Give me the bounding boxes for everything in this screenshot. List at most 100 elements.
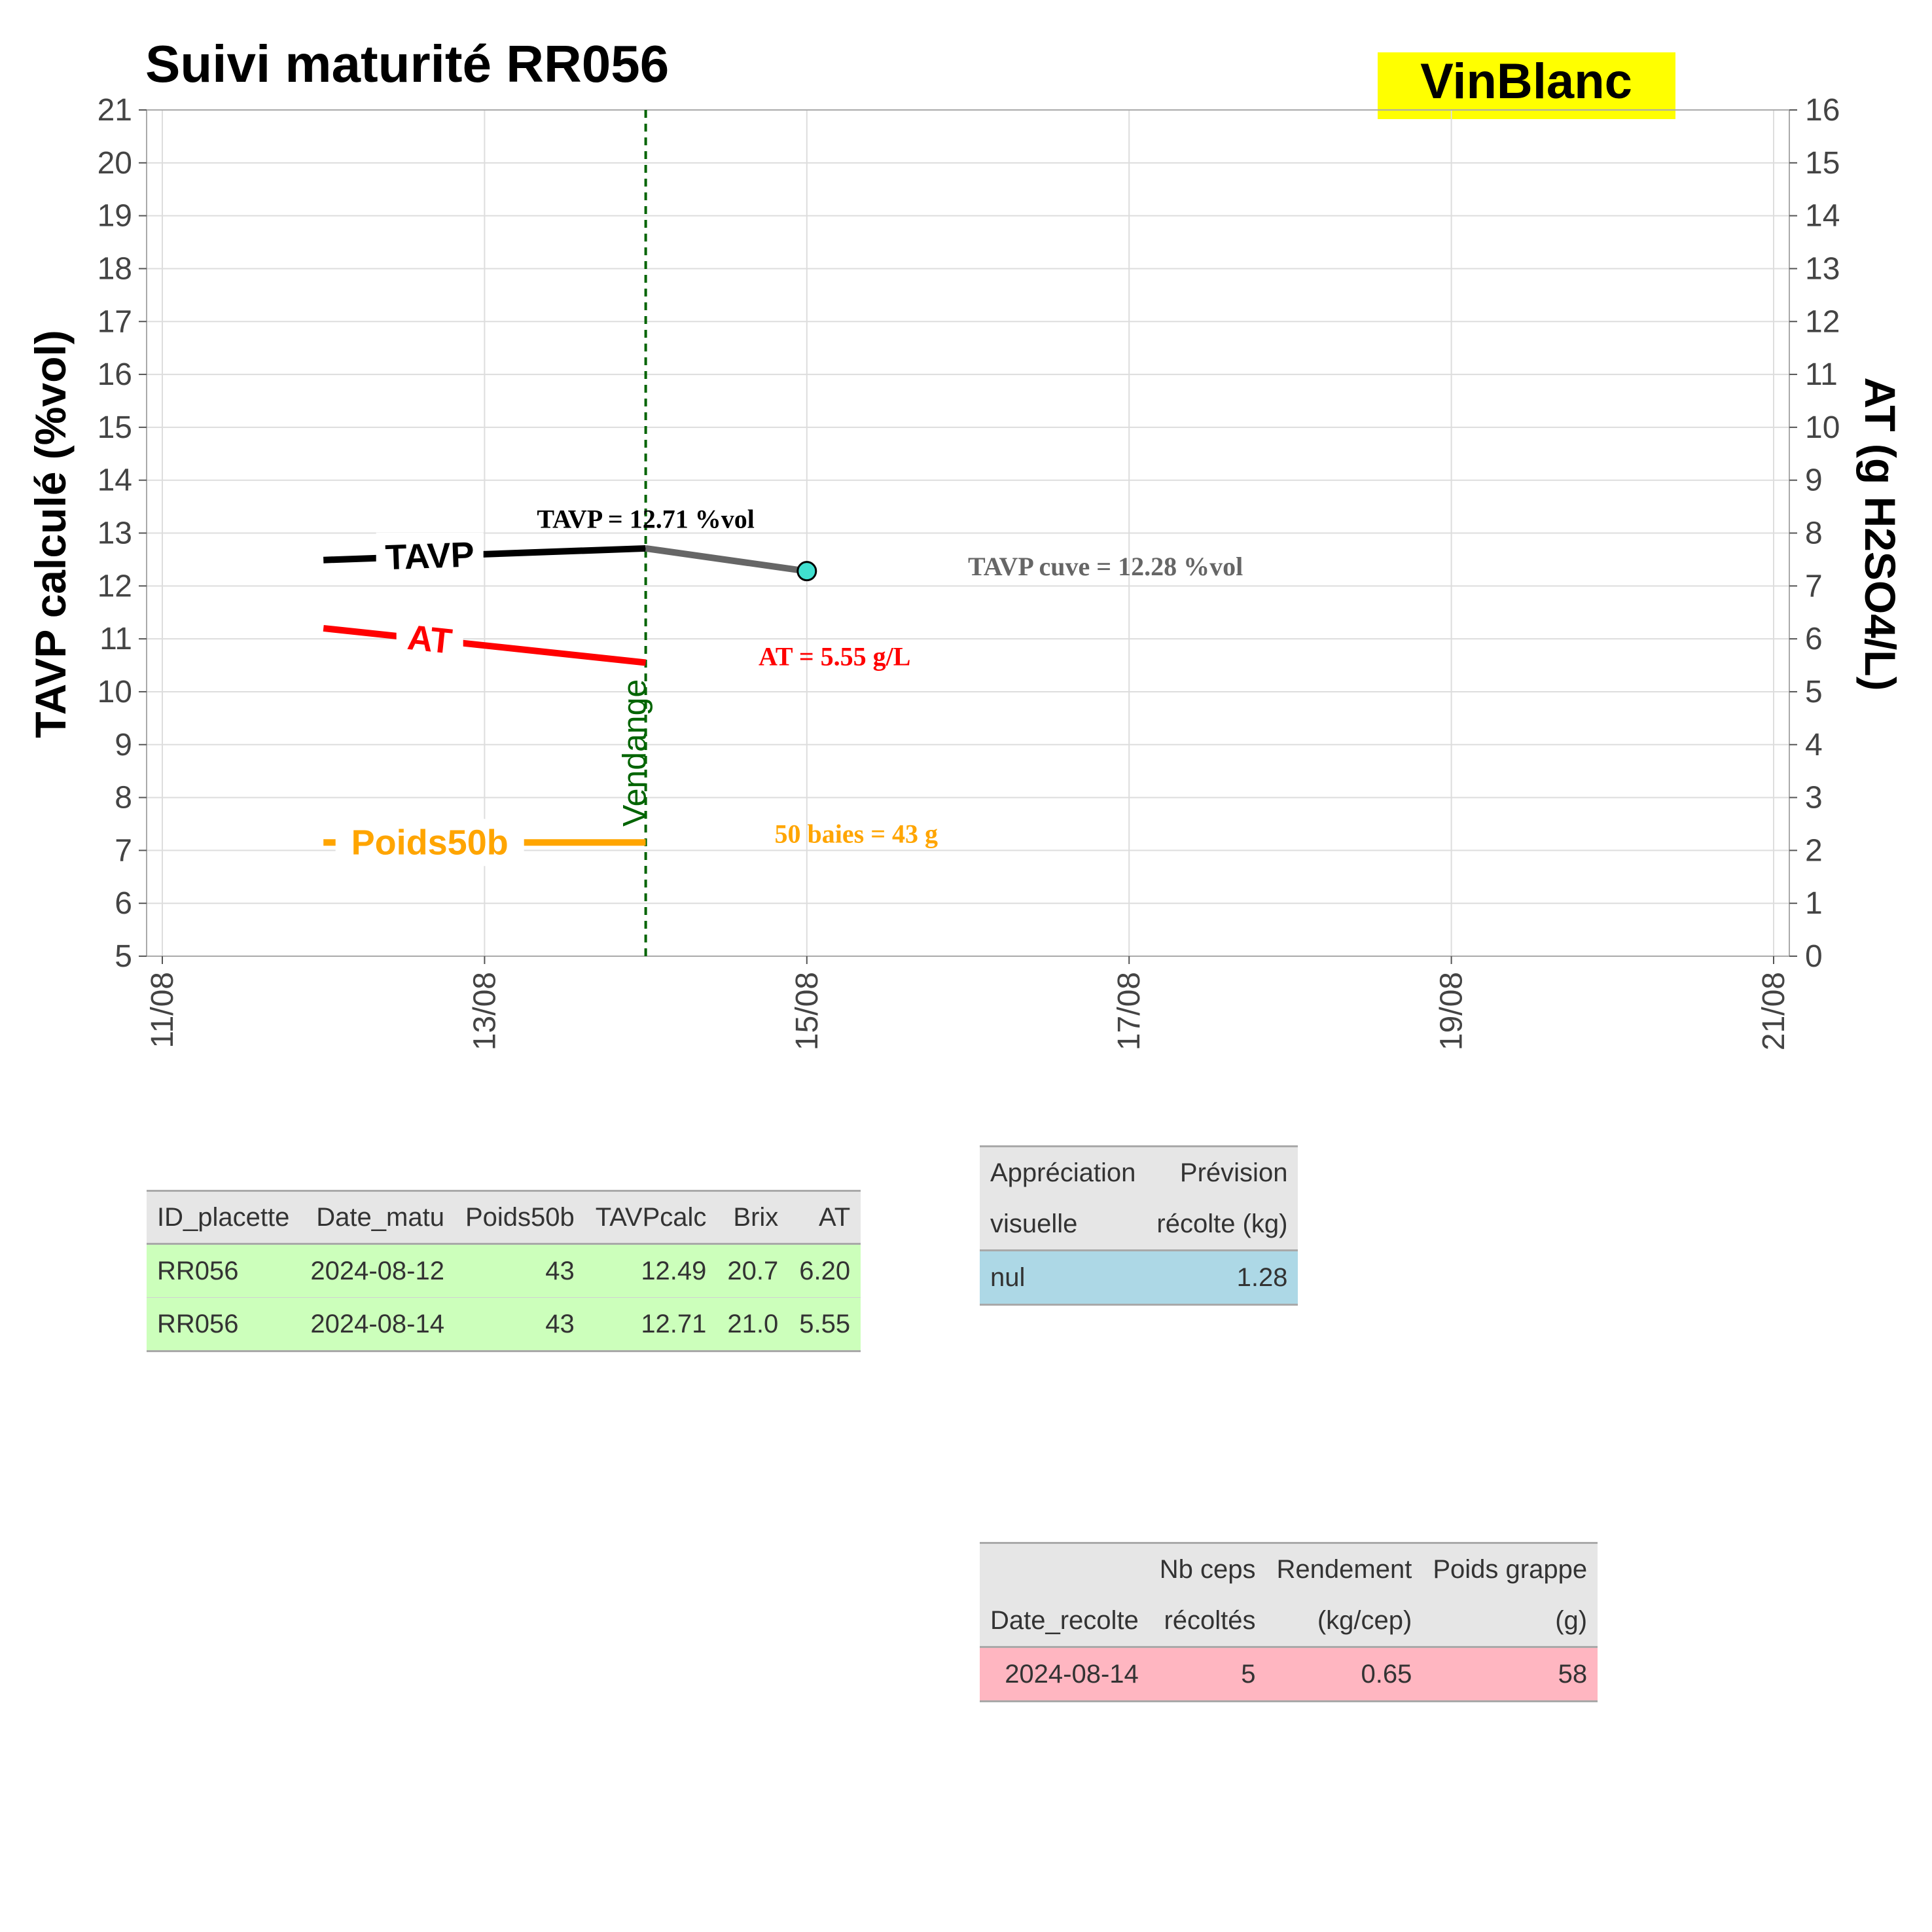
series-label-at: AT [406, 618, 454, 662]
header-brix: Brix [717, 1190, 789, 1245]
series-label-bg-poids50b [335, 819, 524, 867]
harvest-table: Nb ceps Rendement Poids grappe Date_reco… [980, 1542, 1598, 1702]
header-poids-grappe-line1: Poids grappe [1422, 1542, 1598, 1595]
harvest-table-header-line2: Date_recolte récoltés (kg/cep) (g) [980, 1595, 1598, 1648]
wine-type-label: VinBlanc [1420, 54, 1632, 109]
right-axis-label: AT (g H2SO4/L) [1856, 377, 1905, 690]
annotation-label: TAVP cuve = 12.28 %vol [968, 552, 1243, 581]
vendange-marker: Vendange [617, 110, 653, 956]
cell-at: 5.55 [789, 1297, 861, 1352]
y2-tick-label: 12 [1805, 304, 1840, 339]
maturity-table-header: ID_placette Date_matu Poids50b TAVPcalc … [147, 1190, 861, 1245]
y2-tick-label: 9 [1805, 463, 1823, 498]
cell-poids50b: 43 [454, 1243, 585, 1298]
header-appreciation-line2: visuelle [980, 1198, 1147, 1251]
y2-tick-label: 10 [1805, 410, 1840, 445]
annotation-label: AT = 5.55 g/L [759, 642, 910, 671]
y2-tick-label: 1 [1805, 886, 1823, 921]
visual-table-header-line2: visuelle récolte (kg) [980, 1198, 1298, 1251]
chart-title: Suivi maturité RR056 [145, 35, 669, 93]
y-tick-label: 20 [98, 146, 132, 181]
annotations: TAVP = 12.71 %vol TAVP cuve = 12.28 %vol A… [537, 504, 1243, 848]
y-tick-label: 13 [98, 516, 132, 551]
series-label-bg-tavp [376, 532, 484, 580]
y-tick-label: 14 [98, 463, 132, 498]
header-nb-ceps-line2: récoltés [1149, 1595, 1266, 1648]
cell-id-placette: RR056 [147, 1297, 300, 1352]
cell-brix: 20.7 [717, 1243, 789, 1298]
y2-tick-label: 14 [1805, 199, 1840, 234]
wine-type-badge [1378, 52, 1675, 119]
left-axis: 5 6 7 8 9 10 11 12 13 14 15 16 17 18 19 20 21 [98, 93, 147, 974]
y-tick-label: 11 [99, 622, 132, 656]
annotation-label: 50 baies = 43 g [775, 819, 938, 848]
cell-brix: 21.0 [717, 1297, 789, 1352]
cell-tavpcalc: 12.71 [584, 1297, 717, 1352]
table-row: nul 1.28 [980, 1250, 1298, 1306]
header-nb-ceps-line1: Nb ceps [1149, 1542, 1266, 1595]
y2-tick-label: 8 [1805, 516, 1823, 551]
y-tick-label: 17 [98, 304, 132, 339]
x-tick-label: 17/08 [1112, 972, 1147, 1050]
y-tick-label: 5 [115, 939, 132, 974]
x-tick-label: 15/08 [790, 972, 825, 1050]
y2-tick-label: 6 [1805, 622, 1823, 656]
header-prevision-line2: récolte (kg) [1146, 1198, 1298, 1251]
y2-tick-label: 7 [1805, 569, 1823, 603]
y-tick-label: 18 [98, 251, 132, 286]
series-line-at [323, 624, 647, 666]
y-tick-label: 8 [115, 781, 132, 815]
cuve-point [796, 561, 817, 582]
header-appreciation-line1: Appréciation [980, 1145, 1147, 1198]
maturity-chart: Suivi maturité RR056 VinBlanc 5678910111… [26, 35, 1905, 1050]
cell-tavpcalc: 12.49 [584, 1243, 717, 1298]
table-row: 2024-08-14 5 0.65 58 [980, 1647, 1598, 1702]
header-rendement-line1: Rendement [1266, 1542, 1423, 1595]
header-date-matu: Date_matu [300, 1190, 455, 1245]
series-label-bg-at [396, 616, 463, 664]
header-at: AT [789, 1190, 861, 1245]
y2-tick-label: 11 [1805, 357, 1838, 392]
y-tick-label: 6 [115, 886, 132, 921]
header-prevision-line1: Prévision [1146, 1145, 1298, 1198]
y2-tick-label: 13 [1805, 251, 1840, 286]
x-tick-label: 19/08 [1435, 972, 1469, 1050]
cell-poids50b: 43 [454, 1297, 585, 1352]
y2-tick-label: 0 [1805, 939, 1823, 974]
header-tavpcalc: TAVPcalc [584, 1190, 717, 1245]
x-axis: 11/08 13/08 15/08 17/08 19/08 21/08 [145, 956, 1791, 1050]
series: TAVP AT Poids50b [323, 532, 817, 867]
cell-at: 6.20 [789, 1243, 861, 1298]
cell-date-recolte: 2024-08-14 [980, 1647, 1149, 1702]
y-tick-label: 9 [115, 728, 132, 762]
y-tick-label: 15 [98, 410, 132, 445]
header-rendement-line2: (kg/cep) [1266, 1595, 1423, 1648]
cell-id-placette: RR056 [147, 1243, 300, 1298]
header-id-placette: ID_placette [147, 1190, 300, 1245]
x-tick-label: 21/08 [1757, 972, 1791, 1050]
series-label-poids50b: Poids50b [351, 823, 509, 862]
y-tick-label: 7 [115, 833, 132, 868]
header-poids50b: Poids50b [454, 1190, 585, 1245]
y-tick-label: 21 [98, 93, 132, 128]
series-label-tavp: TAVP [385, 535, 475, 577]
header-date-recolte-line1 [980, 1542, 1149, 1595]
x-tick-label: 11/08 [145, 972, 180, 1048]
visual-assessment-table: Appréciation Prévision visuelle récolte … [980, 1145, 1298, 1306]
vendange-label: Vendange [617, 679, 653, 827]
y2-tick-label: 16 [1805, 93, 1840, 128]
y2-tick-label: 3 [1805, 781, 1823, 815]
visual-table-header-line1: Appréciation Prévision [980, 1145, 1298, 1198]
y2-tick-label: 15 [1805, 146, 1840, 181]
x-tick-label: 13/08 [467, 972, 502, 1050]
y-tick-label: 16 [98, 357, 132, 392]
y-tick-label: 12 [98, 569, 132, 603]
y2-tick-label: 2 [1805, 833, 1823, 868]
cell-nb-ceps: 5 [1149, 1647, 1266, 1702]
cell-rendement: 0.65 [1266, 1647, 1423, 1702]
cell-poids-grappe: 58 [1422, 1647, 1598, 1702]
cell-date-matu: 2024-08-14 [300, 1297, 455, 1352]
table-row: RR056 2024-08-12 43 12.49 20.7 6.20 [147, 1243, 861, 1298]
cuve-line [645, 545, 808, 575]
